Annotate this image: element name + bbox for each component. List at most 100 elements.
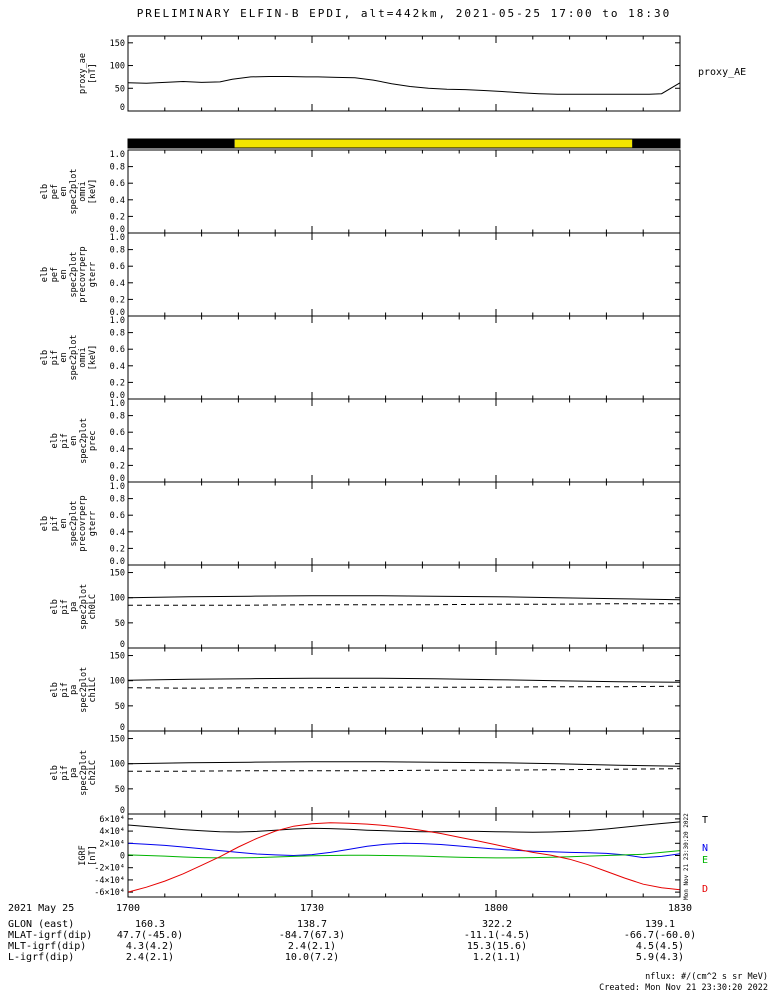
y-tick-label: 150 [110,735,125,745]
footer-value: 47.7(-45.0) [116,930,184,941]
panel-pif-en-precovrperp-gterr: 0.0 0.2 0.4 0.6 0.8 1.0 [110,481,681,567]
ylabel-pif-en-prec: elb pif en spec2plot prec [49,417,98,464]
panel-border [127,730,681,815]
pif-pa-ch1lc-series-anti-loss-cone [127,685,681,689]
footer-value: 2.4(2.1) [287,941,337,952]
sunlight-segment [234,139,633,148]
y-tick-label: 150 [110,569,125,579]
igrf-series-label-T: T [702,814,709,826]
y-tick-label: -2×10⁴ [94,864,125,874]
y-tick-label: 100 [110,594,125,604]
panel-sunlight-bar [127,138,681,149]
footer-value: 5.9(4.3) [635,952,685,963]
footer-value: -84.7(67.3) [278,930,346,941]
sunlight-border [127,138,681,149]
panel-proxy-ae: 0 50 100 150 [110,35,681,113]
footer-row-label: GLON (east) [8,919,75,930]
x-tick-label: 1730 [299,903,325,914]
panel-pif-pa-ch0lc: 0 50 100 150 [110,564,681,650]
y-tick-label: 0.2 [110,378,125,388]
y-tick-label: 50 [115,84,125,94]
panel-pif-en-prec: 0.0 0.2 0.4 0.6 0.8 1.0 [110,398,681,484]
y-tick-label: 0 [120,640,125,650]
y-tick-label: 1.0 [110,482,125,492]
y-tick-label: 0.8 [110,246,125,256]
pif-pa-ch1lc-series-loss-cone [127,677,681,683]
panel-border [127,564,681,649]
footer-row-label: MLAT-igrf(dip) [8,930,93,941]
panel-pif-en-omni: 0.0 0.2 0.4 0.6 0.8 1.0 [110,315,681,401]
y-tick-label: 100 [110,677,125,687]
y-tick-label: 50 [115,785,125,795]
y-tick-label: 0 [120,103,125,113]
panel-border [127,149,681,234]
y-tick-label: 0 [120,723,125,733]
footer-value: 139.1 [644,919,676,930]
y-tick-label: 0.8 [110,163,125,173]
y-tick-label: 0.4 [110,528,125,538]
y-tick-label: 0.4 [110,196,125,206]
igrf-series-D [127,822,681,893]
y-tick-label: 0.4 [110,279,125,289]
footer-value: 2.4(2.1) [125,952,175,963]
y-tick-label: 0.0 [110,391,125,401]
y-tick-label: 1.0 [110,233,125,243]
y-tick-label: 100 [110,62,125,72]
panel-pif-pa-ch2lc: 0 50 100 150 [110,730,681,816]
y-tick-label: 1.0 [110,316,125,326]
pif-pa-ch0lc-series-anti-loss-cone [128,603,680,606]
y-tick-label: -6×10⁴ [94,888,125,898]
y-tick-label: 0.6 [110,428,125,438]
plot-title: PRELIMINARY ELFIN-B EPDI, alt=442km, 202… [136,7,672,20]
y-tick-label: 0.2 [110,544,125,554]
igrf-series-label-N: N [702,843,709,855]
ylabel-pef-en-omni: elb pef en spec2plot omni [keV] [40,168,98,215]
igrf-series-label-D: D [702,883,709,895]
panel-igrf: -6×10⁴ -4×10⁴ -2×10⁴ 0 2×10⁴ 4×10⁴ 6×10⁴ [94,813,681,898]
panel-border [127,481,681,566]
panel-border [127,813,681,898]
y-tick-label: 0.2 [110,212,125,222]
footer-row-label: L-igrf(dip) [8,952,75,963]
footer-value: 4.5(4.5) [635,941,685,952]
y-tick-label: 50 [115,619,125,629]
footer-value: -11.1(-4.5) [463,930,531,941]
y-tick-label: 0.6 [110,179,125,189]
ylabel-proxy-ae: proxy_ae [nT] [78,53,98,94]
panel-border [127,315,681,400]
igrf-series-T [127,821,681,833]
panel-border [127,35,681,112]
panel-pif-pa-ch1lc: 0 50 100 150 [110,647,681,733]
ylabel-pef-en-precovrperp-gterr: elb pef en spec2plot precovrperp gterr [40,246,98,303]
panel-border [127,232,681,317]
y-tick-label: 150 [110,652,125,662]
y-tick-label: 0 [120,806,125,816]
y-tick-label: 0.6 [110,262,125,272]
sunlight-segment [128,139,235,148]
footer-value: 10.0(7.2) [284,952,340,963]
igrf-series-E [127,850,681,859]
y-tick-label: 50 [115,702,125,712]
x-tick-label: 1830 [667,903,693,914]
created-note: Created: Mon Nov 21 23:30:20 2022 [599,983,768,993]
pif-pa-ch0lc-series-loss-cone [127,595,681,601]
y-tick-label: -4×10⁴ [94,876,125,886]
y-tick-label: 0.0 [110,474,125,484]
igrf-series-N [127,842,681,859]
ylabel-pif-pa-ch1lc: elb pif pa spec2plot ch1LC [49,666,98,713]
nflux-note: nflux: #/(cm^2 s sr MeV) [645,972,768,982]
y-tick-label: 2×10⁴ [99,839,125,849]
proxy-ae-right-label: proxy_AE [698,67,747,78]
y-tick-label: 100 [110,760,125,770]
x-tick-label: 1800 [483,903,509,914]
panel-pef-en-omni: 0.0 0.2 0.4 0.6 0.8 1.0 [110,149,681,235]
timestamp-sidebar: Mon Nov 21 23:30:20 2022 [683,813,690,900]
y-tick-label: 0.0 [110,557,125,567]
pif-pa-ch2lc-series-loss-cone [127,761,681,767]
footer-row-label: MLT-igrf(dip) [8,941,87,952]
y-tick-label: 0 [120,852,125,862]
panel-border [127,398,681,483]
y-tick-label: 0.8 [110,329,125,339]
footer-value: 138.7 [296,919,328,930]
